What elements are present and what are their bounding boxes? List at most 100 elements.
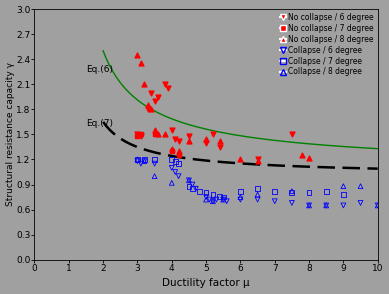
Point <box>145 103 151 108</box>
Point <box>134 157 140 162</box>
Point <box>148 107 154 112</box>
Point <box>141 82 147 87</box>
Point <box>289 191 295 195</box>
Point <box>186 178 192 183</box>
Point <box>357 184 364 188</box>
Point <box>254 157 261 162</box>
Point <box>169 149 175 153</box>
Point <box>175 161 182 166</box>
Point <box>169 128 175 133</box>
Point <box>172 136 178 141</box>
Point <box>134 53 140 57</box>
Point <box>340 184 347 188</box>
Point <box>323 203 329 208</box>
Point <box>323 203 329 208</box>
Point <box>340 203 347 208</box>
Point <box>134 159 140 163</box>
Point <box>141 159 147 163</box>
Point <box>155 132 161 137</box>
Point <box>306 191 312 195</box>
Point <box>237 197 244 202</box>
Point <box>155 94 161 99</box>
Point <box>172 170 178 174</box>
Point <box>272 189 278 193</box>
Point <box>141 159 147 163</box>
Point <box>172 159 178 163</box>
Point <box>203 195 209 199</box>
Point <box>169 157 175 162</box>
Point <box>151 128 158 133</box>
Point <box>162 132 168 137</box>
Point <box>151 174 158 178</box>
Point <box>289 201 295 205</box>
Point <box>220 197 226 202</box>
Point <box>175 153 182 158</box>
Point <box>299 153 305 158</box>
Point <box>237 189 244 193</box>
Point <box>203 136 209 141</box>
Point <box>220 195 226 199</box>
Point <box>272 199 278 203</box>
Point <box>306 203 312 208</box>
Point <box>213 197 219 202</box>
Point <box>306 203 312 208</box>
Point <box>196 189 202 193</box>
Point <box>217 194 223 198</box>
Point <box>148 90 154 95</box>
Point <box>254 192 261 197</box>
Point <box>134 157 140 162</box>
Point <box>306 156 312 160</box>
Text: Eq.(6): Eq.(6) <box>86 65 113 74</box>
Point <box>210 192 216 197</box>
Point <box>145 107 151 112</box>
Point <box>189 182 196 187</box>
Point <box>254 186 261 191</box>
Point <box>175 149 182 153</box>
Point <box>375 203 381 208</box>
Point <box>323 189 329 193</box>
Point <box>289 132 295 137</box>
Point <box>138 60 144 65</box>
Point <box>165 86 172 91</box>
Point <box>186 139 192 143</box>
Y-axis label: Structural resistance capacity γ: Structural resistance capacity γ <box>5 62 14 206</box>
Point <box>203 141 209 145</box>
Point <box>138 132 144 137</box>
Point <box>203 197 209 202</box>
Point <box>224 199 230 203</box>
Point <box>357 201 364 205</box>
Point <box>175 139 182 143</box>
Point <box>220 197 226 202</box>
Point <box>254 159 261 163</box>
Point <box>210 199 216 203</box>
Text: Eq.(7): Eq.(7) <box>86 119 113 128</box>
Point <box>186 134 192 138</box>
Point <box>203 191 209 195</box>
Point <box>186 178 192 183</box>
Point <box>254 197 261 202</box>
Point <box>138 134 144 138</box>
Point <box>340 192 347 197</box>
Point <box>237 157 244 162</box>
Point <box>151 157 158 162</box>
Point <box>162 82 168 87</box>
Point <box>134 132 140 137</box>
Point <box>217 139 223 143</box>
Point <box>134 134 140 138</box>
Point <box>169 166 175 170</box>
Point <box>237 195 244 199</box>
Point <box>151 132 158 137</box>
Point <box>193 186 199 191</box>
Point <box>151 98 158 103</box>
Point <box>186 184 192 188</box>
Point <box>210 132 216 137</box>
Point <box>141 157 147 162</box>
Point <box>217 145 223 149</box>
Point <box>138 161 144 166</box>
Point <box>151 161 158 166</box>
Point <box>175 174 182 178</box>
X-axis label: Ductility factor μ: Ductility factor μ <box>162 278 250 288</box>
Point <box>375 203 381 208</box>
Point <box>207 197 213 202</box>
Point <box>210 199 216 203</box>
